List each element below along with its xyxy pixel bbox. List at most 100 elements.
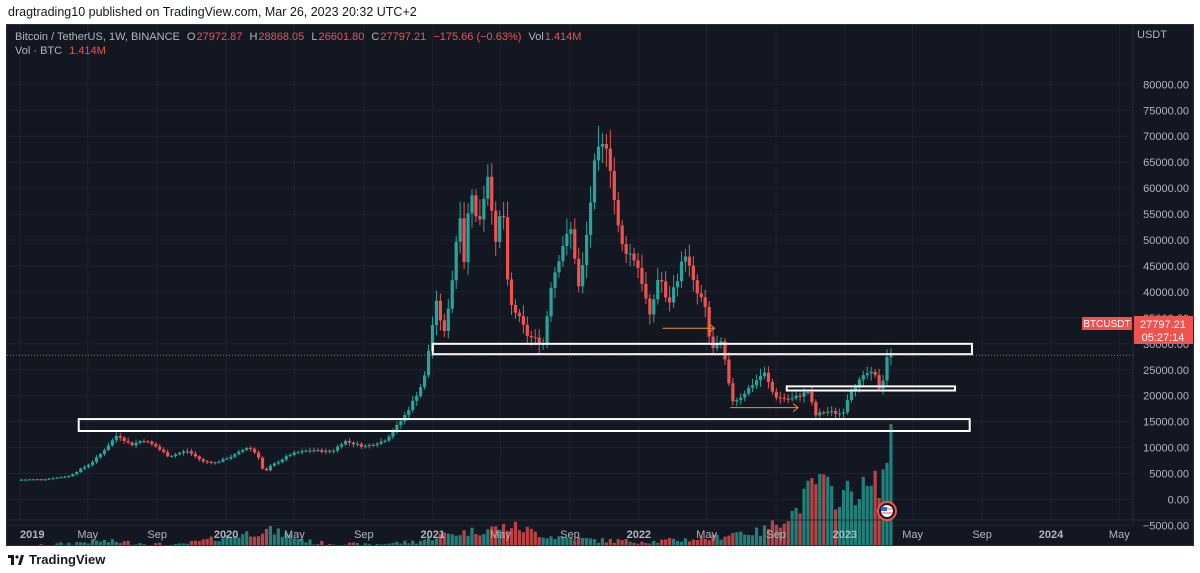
time-tick-label: 2019 [20,529,44,541]
price-tick-label: 10000.00 [1143,443,1189,455]
support-zone-box[interactable] [431,342,973,356]
candle-body [873,371,877,376]
candle-body [221,458,225,462]
candle-body [458,218,462,242]
volume-bar [221,538,225,545]
volume-bar [747,534,751,545]
volume-bar [118,543,122,545]
candle-body [343,440,348,445]
volume-bar [561,536,565,545]
volume-bar [177,543,182,545]
price-chart[interactable]: 80000.00 75000.00 70000.00 65000.00 60000.00… [7,25,1193,545]
candle-body [438,300,442,321]
volume-bar [185,543,190,545]
volume-bar [173,544,178,545]
candle-body [154,444,158,447]
candle-body [509,279,514,305]
candle-body [146,441,150,443]
volume-bar [683,538,688,545]
volume-bar [774,524,778,545]
candle-body [411,400,415,411]
candle-body [604,144,608,149]
volume-bar [624,538,628,545]
candle-body [241,450,245,452]
candle-body [747,387,751,394]
candle-body [166,452,170,457]
volume-bar [462,530,466,545]
time-tick-label: 2024 [1039,529,1064,541]
chart-legend: Bitcoin / TetherUS, 1W, BINANCE O27972.8… [15,30,581,58]
volume-bar [225,535,229,545]
price-tick-label: 50000.00 [1143,235,1189,247]
volume-bar [87,543,91,545]
volume-bar [513,521,518,545]
candle-body [110,440,114,446]
volume-bar [588,538,593,545]
time-tick-label: May [696,529,717,541]
candle-body [189,451,193,454]
candle-body [320,450,324,452]
candle-body [837,413,842,415]
candle-body [751,385,755,388]
legend-volume-row: Vol · BTC 1.414M [15,44,581,58]
volume-bar [671,538,676,545]
candle-body [786,398,790,400]
volume-bar [830,486,834,545]
legend-close: 27797.21 [380,31,427,43]
candle-body [822,412,826,414]
chart-pane[interactable]: 80000.00 75000.00 70000.00 65000.00 60000.00… [6,24,1194,546]
candle-body [766,372,771,382]
volume-bar [581,537,585,545]
volume-bar [553,539,557,545]
candle-body [675,281,680,288]
volume-bar [434,538,439,545]
candle-body [371,444,375,446]
candle-body [517,312,522,317]
candle-body [889,355,893,358]
volume-bar [209,536,213,545]
volume-bar [474,534,478,545]
candle-body [691,265,695,281]
legend-symbol[interactable]: Bitcoin / TetherUS, 1W, BINANCE [15,31,180,43]
volume-bar [391,542,395,545]
candle-body [660,280,664,282]
volume-bar [814,484,818,545]
volume-bar [399,543,403,545]
time-tick-label: 2021 [420,529,444,541]
volume-bar [691,539,695,545]
candle-body [529,335,533,338]
time-tick-label: Sep [560,529,580,541]
arrow-head [792,403,799,413]
candle-body [679,261,684,282]
volume-bar [268,525,273,545]
support-zone-box[interactable] [785,385,957,392]
candle-body [59,477,63,479]
candle-body [577,258,581,287]
volume-bar [869,485,873,545]
legend-vol-series[interactable]: Vol · BTC [15,45,63,57]
volume-bar [632,542,636,545]
candle-body [304,450,308,452]
candle-body [415,396,419,401]
candle-body [280,459,284,463]
candle-body [253,448,257,453]
volume-bar [114,541,118,545]
candle-body [581,265,585,287]
volume-bar [312,544,316,545]
volume-bar [889,424,893,545]
time-tick-label: 2022 [627,529,651,541]
candle-body [426,350,431,376]
support-zone-box[interactable] [77,418,971,432]
candle-body [592,160,597,203]
candle-body [861,375,865,380]
volume-bar [739,531,743,545]
price-tag-box [1134,316,1193,344]
candle-body [351,442,356,445]
tradingview-logo[interactable]: TradingView [8,552,105,567]
candle-body [505,217,510,280]
candle-body [774,391,778,398]
volume-bar [861,476,865,545]
candle-body [628,253,632,255]
volume-bar [533,531,537,545]
us-flag-icon[interactable] [877,501,897,521]
